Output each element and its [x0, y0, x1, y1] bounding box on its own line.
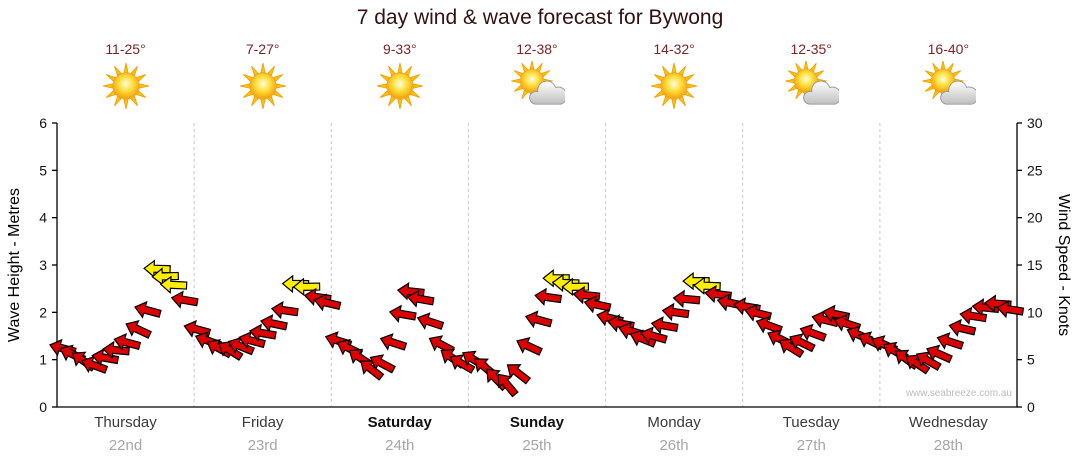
day-date: 24th: [385, 437, 415, 454]
day-name: Friday: [241, 414, 284, 431]
wind-arrow: [523, 308, 554, 332]
day-name: Saturday: [367, 414, 432, 431]
left-tick-label: 5: [39, 162, 47, 178]
day-date: 28th: [933, 437, 963, 454]
day-column-saturday: 9-33°: [331, 40, 468, 111]
day-name: Sunday: [509, 414, 565, 431]
day-label-saturday: Saturday 24th: [331, 414, 468, 454]
day-label-thursday: Thursday 22nd: [57, 414, 194, 454]
wind-arrow: [513, 333, 545, 360]
left-tick-label: 6: [39, 115, 47, 131]
day-date: 25th: [522, 437, 552, 454]
day-label-sunday: Sunday 25th: [468, 414, 605, 454]
watermark: www.seabreeze.com.au: [905, 388, 1012, 399]
right-tick-label: 30: [1027, 115, 1043, 131]
right-tick-label: 20: [1027, 210, 1043, 226]
page-title: 7 day wind & wave forecast for Bywong: [356, 6, 724, 29]
day-column-friday: 7-27°: [194, 40, 331, 111]
day-date: 22nd: [108, 437, 143, 454]
day-label-friday: Friday 23rd: [194, 414, 331, 454]
temp-range: 12-35°: [790, 41, 832, 57]
wind-arrow: [132, 298, 163, 323]
wind-arrow: [414, 309, 446, 335]
temp-range: 14-32°: [653, 41, 695, 57]
day-column-thursday: 11-25°: [57, 40, 194, 111]
temp-range: 12-38°: [516, 41, 558, 57]
right-tick-label: 5: [1027, 352, 1035, 368]
day-column-tuesday: 12-35°: [743, 40, 880, 111]
sun-icon: [57, 61, 194, 111]
right-tick-label: 10: [1027, 304, 1043, 320]
wind-arrow: [122, 316, 154, 343]
day-label-monday: Monday 26th: [606, 414, 743, 454]
right-tick-label: 25: [1027, 162, 1043, 178]
wind-arrow: [270, 300, 300, 321]
temp-range: 9-33°: [382, 41, 417, 57]
left-tick-label: 1: [39, 352, 47, 368]
wind-arrow: [947, 317, 978, 340]
day-name: Tuesday: [782, 414, 840, 431]
temp-range: 7-27°: [245, 41, 280, 57]
wind-arrow: [377, 330, 409, 355]
day-name: Thursday: [94, 414, 157, 431]
sun-icon: [194, 61, 331, 111]
sun-cloud-icon: [468, 60, 605, 111]
right-axis-label: Wind Speed - Knots: [1055, 193, 1072, 337]
sun-icon: [331, 61, 468, 111]
day-column-wednesday: 16-40°: [880, 40, 1017, 111]
day-date: 26th: [659, 437, 689, 454]
day-date: 27th: [796, 437, 826, 454]
right-tick-label: 0: [1027, 399, 1035, 415]
sun-cloud-icon: [880, 60, 1017, 111]
left-tick-label: 0: [39, 399, 47, 415]
left-tick-label: 4: [39, 210, 47, 226]
left-axis-label: Wave Height - Metres: [6, 187, 23, 343]
wind-arrow: [387, 303, 418, 325]
left-tick-label: 2: [39, 304, 47, 320]
wind-arrow: [533, 286, 563, 308]
left-tick-label: 3: [39, 257, 47, 273]
wind-arrow: [660, 301, 691, 323]
temp-range: 16-40°: [927, 41, 970, 57]
day-name: Wednesday: [908, 414, 988, 431]
sun-icon: [606, 61, 743, 111]
sun-cloud-icon: [743, 60, 880, 111]
temp-range: 11-25°: [105, 41, 146, 57]
day-label-wednesday: Wednesday 28th: [880, 414, 1017, 454]
day-column-sunday: 12-38°: [468, 40, 605, 111]
axis-frame: [56, 123, 1018, 408]
day-date: 23rd: [247, 437, 278, 454]
day-label-tuesday: Tuesday 27th: [743, 414, 880, 454]
wind-arrow: [672, 289, 701, 309]
day-name: Monday: [647, 414, 701, 431]
right-tick-label: 15: [1027, 257, 1043, 273]
day-column-monday: 14-32°: [606, 40, 743, 111]
